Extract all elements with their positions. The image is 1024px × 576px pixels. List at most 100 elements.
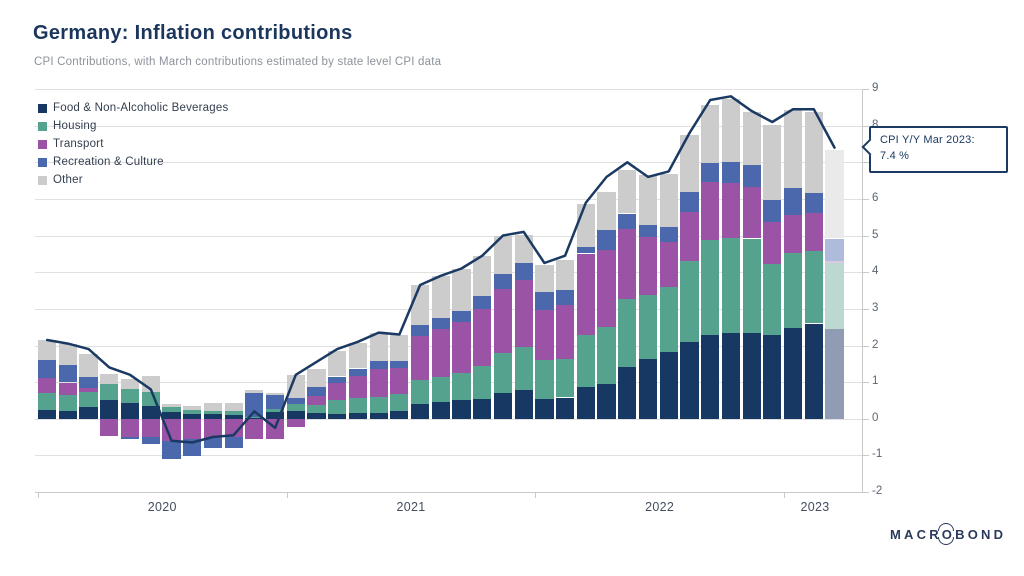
bar-segment: [369, 332, 388, 362]
bar-segment: [514, 235, 533, 264]
legend-label: Other: [53, 174, 83, 186]
bar-segment: [535, 310, 554, 361]
bar-segment: [493, 288, 513, 353]
bar-segment: [348, 368, 368, 376]
bar-segment: [576, 386, 595, 419]
bar-segment: [431, 376, 450, 403]
bar-segment: [701, 335, 720, 419]
legend-item: Food & Non-Alcoholic Beverages: [38, 99, 228, 117]
callout-text-line1: CPI Y/Y Mar 2023:: [880, 134, 975, 146]
x-axis-tick: [38, 492, 39, 498]
bar-segment: [79, 387, 98, 392]
bar-segment: [597, 326, 616, 384]
chart-plot-area[interactable]: [35, 80, 869, 493]
legend-label: Housing: [53, 120, 97, 132]
bar-segment: [556, 358, 575, 398]
bar-segment: [721, 98, 741, 162]
bar-segment: [100, 384, 119, 401]
bar-segment: [369, 361, 388, 370]
bar-segment: [79, 377, 98, 388]
bar-segment: [535, 265, 554, 292]
bar-segment: [431, 329, 450, 377]
x-axis-year-label: 2023: [800, 500, 830, 514]
bar-segment: [701, 163, 720, 182]
bar-segment: [638, 295, 658, 359]
y-axis-tick: [862, 418, 869, 420]
x-axis-tick: [783, 492, 785, 498]
bar-segment: [452, 400, 471, 419]
bar-segment: [286, 411, 305, 419]
bar-segment: [804, 323, 823, 419]
bar-segment: [514, 263, 533, 281]
y-axis-tick: [862, 272, 869, 274]
y-axis-tick-label: 2: [872, 338, 879, 351]
bar-segment: [120, 379, 140, 389]
bar-segment: [535, 398, 554, 419]
bar-segment: [203, 418, 223, 438]
y-axis-tick: [862, 382, 869, 384]
bar-segment: [328, 376, 347, 384]
bar-segment: [556, 305, 575, 359]
bar-segment: [141, 392, 160, 407]
bar-segment: [369, 413, 388, 419]
bar-segment: [265, 395, 285, 410]
bar-segment: [452, 321, 471, 373]
bar-segment: [721, 161, 741, 184]
bar-segment: [224, 411, 243, 416]
bar-segment: [659, 241, 678, 287]
bar-segment: [783, 110, 803, 188]
bar-segment: [680, 211, 699, 262]
bar-segment: [141, 437, 160, 444]
y-axis-line: [862, 89, 863, 492]
bar-segment: [38, 409, 57, 419]
bar-segment: [514, 280, 533, 347]
bar-segment: [224, 437, 243, 448]
bar-segment: [390, 334, 409, 361]
x-axis-line: [35, 492, 862, 493]
bar-segment: [618, 298, 637, 368]
bar-segment: [659, 286, 678, 352]
macrobond-logo: MACROBOND: [890, 523, 1007, 545]
bar-segment: [307, 412, 326, 419]
bar-segment: [162, 407, 181, 413]
bar-segment: [493, 393, 513, 419]
bar-segment: [493, 352, 513, 394]
bar-segment: [680, 191, 699, 212]
bar-segment: [307, 386, 326, 396]
bar-segment: [203, 410, 223, 415]
x-axis-year-label: 2020: [147, 500, 177, 514]
legend-label: Recreation & Culture: [53, 156, 164, 168]
y-axis-labels: -2-10123456789: [872, 80, 912, 497]
bar-segment: [58, 410, 77, 419]
bar-segment: [597, 191, 616, 230]
y-axis-tick: [862, 455, 869, 457]
bar-segment: [38, 378, 57, 394]
bar-segment: [804, 212, 823, 252]
bar-segment: [120, 436, 140, 439]
bar-segment: [245, 393, 264, 418]
bar-segment: [618, 170, 637, 214]
bar-segment: [120, 418, 140, 437]
bar-segment: [286, 418, 305, 427]
bar-segment: [79, 353, 98, 378]
y-axis-tick: [862, 235, 869, 237]
bar-segment: [618, 228, 637, 299]
bar-segment: [224, 418, 243, 437]
bar-segment: [618, 367, 637, 419]
bar-segment: [100, 400, 119, 419]
logo-text-post: BOND: [955, 527, 1007, 542]
bar-segment: [763, 335, 782, 419]
bar-segment: [141, 406, 160, 419]
bar-segment: [659, 173, 678, 227]
bar-segment: [493, 235, 513, 274]
x-axis-tick: [535, 492, 537, 498]
bar-segment: [535, 360, 554, 399]
bar-segment: [38, 340, 57, 361]
y-axis-tick-label: 8: [872, 118, 879, 131]
bar-segment: [203, 403, 223, 411]
bar-segment: [245, 390, 264, 394]
bar-segment: [783, 214, 803, 254]
callout-arrow-icon: [861, 138, 879, 156]
bar-segment: [473, 365, 492, 399]
bar-segment: [721, 238, 741, 334]
